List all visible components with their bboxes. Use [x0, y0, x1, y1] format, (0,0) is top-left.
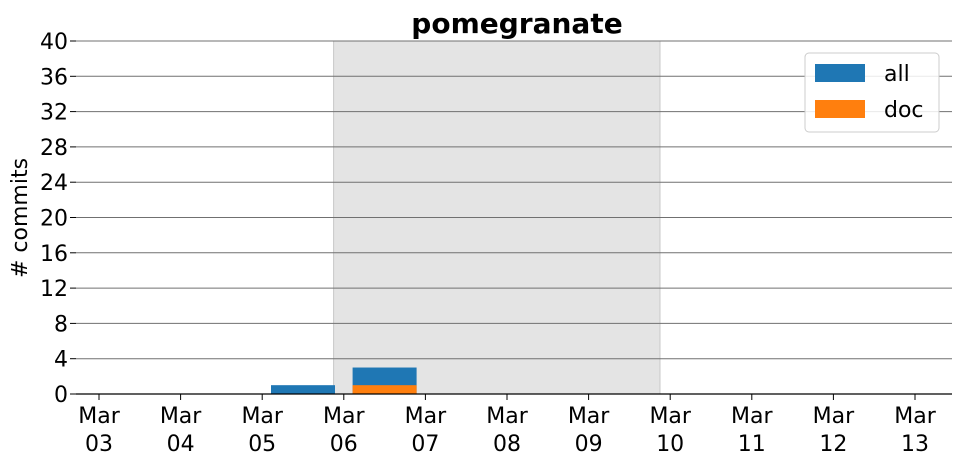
x-tick-label-month: Mar	[323, 404, 365, 429]
bar-doc-2	[352, 385, 417, 394]
legend-label-all: all	[884, 62, 910, 87]
y-tick-label: 24	[40, 171, 68, 196]
x-tick-labels: Mar 03 Mar 04 Mar 05 Mar 06 Mar 07 Mar 08 Mar 09 Mar 10…	[78, 394, 937, 457]
y-tick-label: 32	[40, 101, 68, 126]
legend-swatch-all	[815, 64, 865, 82]
y-tick-label: 8	[54, 312, 68, 337]
x-tick-label-month: Mar	[568, 404, 610, 429]
x-tick-label-day: 03	[85, 432, 113, 457]
x-tick-label-day: 09	[575, 432, 603, 457]
legend-swatch-doc	[815, 100, 865, 118]
x-tick-label-day: 04	[167, 432, 195, 457]
y-tick-label: 28	[40, 136, 68, 161]
x-tick-label-month: Mar	[894, 404, 936, 429]
x-tick-label-month: Mar	[813, 404, 855, 429]
chart-title: pomegranate	[411, 7, 622, 40]
x-tick-label-day: 07	[411, 432, 439, 457]
x-tick-label-day: 08	[493, 432, 521, 457]
x-tick-label-day: 11	[738, 432, 766, 457]
y-tick-label: 40	[40, 30, 68, 55]
y-tick-label: 12	[40, 277, 68, 302]
y-tick-label: 36	[40, 65, 68, 90]
x-tick-label-month: Mar	[241, 404, 283, 429]
y-tick-label: 4	[54, 348, 68, 373]
x-tick-label-month: Mar	[486, 404, 528, 429]
bars	[271, 367, 417, 394]
x-tick-label-day: 10	[656, 432, 684, 457]
bar-all-0	[271, 385, 335, 394]
x-tick-label-month: Mar	[731, 404, 773, 429]
y-tick-labels: 0 4 8 12 16 20 24 28 32 36 40	[40, 30, 76, 408]
x-tick-label-day: 06	[330, 432, 358, 457]
x-tick-label-month: Mar	[78, 404, 120, 429]
x-tick-label-day: 05	[248, 432, 276, 457]
y-axis-label: # commits	[8, 158, 33, 278]
x-tick-label-month: Mar	[160, 404, 202, 429]
x-tick-label-day: 13	[901, 432, 929, 457]
y-tick-label: 16	[40, 242, 68, 267]
x-tick-label-month: Mar	[649, 404, 691, 429]
x-tick-label-day: 12	[819, 432, 847, 457]
x-tick-label-month: Mar	[405, 404, 447, 429]
legend-label-doc: doc	[884, 98, 924, 123]
y-tick-label: 0	[54, 383, 68, 408]
y-tick-label: 20	[40, 207, 68, 232]
grid-lines	[76, 40, 952, 360]
legend: all doc	[804, 52, 940, 133]
